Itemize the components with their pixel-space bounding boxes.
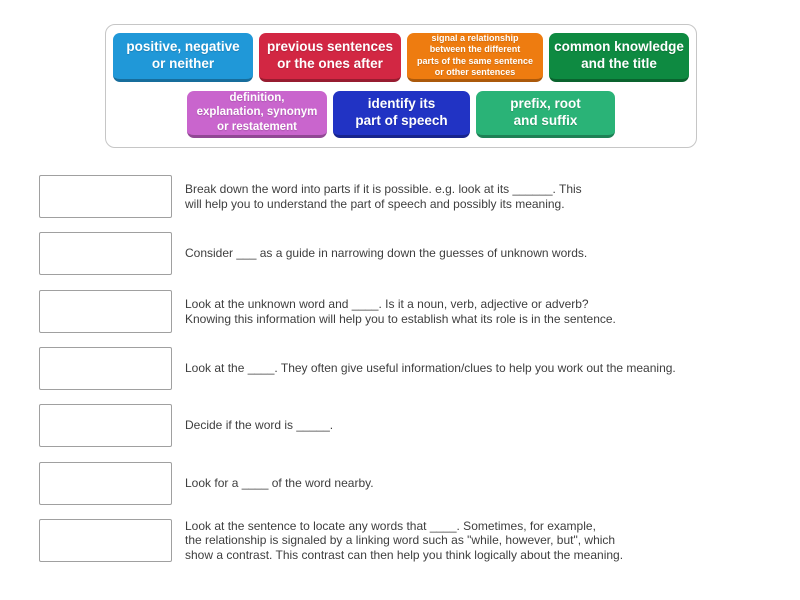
match-row: Consider ___ as a guide in narrowing dow… [39,232,779,275]
answer-chip[interactable]: common knowledge and the title [549,32,689,82]
answer-bank-row-2: definition, explanation, synonym or rest… [112,90,690,138]
answer-chip[interactable]: positive, negative or neither [113,32,253,82]
answer-chip-label: previous sentences or the ones after [266,39,394,71]
prompt-text: Break down the word into parts if it is … [185,182,582,211]
answer-drop-slot[interactable] [39,462,172,505]
answer-chip-label: common knowledge and the title [554,39,684,71]
answer-chip[interactable]: identify its part of speech [333,90,470,138]
answer-chip-label: positive, negative or neither [126,39,240,71]
answer-drop-slot[interactable] [39,175,172,218]
match-row: Look at the sentence to locate any words… [39,519,779,562]
match-row: Look for a ____ of the word nearby. [39,462,779,505]
answer-chip-label: identify its part of speech [355,96,448,128]
prompt-text: Look at the ____. They often give useful… [185,361,676,376]
answer-chip-label: definition, explanation, synonym or rest… [196,92,318,133]
answer-drop-slot[interactable] [39,519,172,562]
prompt-text: Look at the unknown word and ____. Is it… [185,297,616,326]
answer-drop-slot[interactable] [39,347,172,390]
match-row: Decide if the word is _____. [39,404,779,447]
answer-chip[interactable]: signal a relationship between the differ… [407,32,543,82]
answer-bank: positive, negative or neither previous s… [105,24,697,148]
answer-chip[interactable]: prefix, root and suffix [476,90,615,138]
answer-chip[interactable]: definition, explanation, synonym or rest… [187,90,327,138]
prompt-text: Decide if the word is _____. [185,418,334,433]
match-row: Look at the unknown word and ____. Is it… [39,290,779,333]
answer-drop-slot[interactable] [39,232,172,275]
match-row: Look at the ____. They often give useful… [39,347,779,390]
prompt-text: Look at the sentence to locate any words… [185,518,624,562]
prompt-text: Look for a ____ of the word nearby. [185,476,374,491]
answer-chip[interactable]: previous sentences or the ones after [259,32,401,82]
answer-bank-row-1: positive, negative or neither previous s… [112,32,690,82]
answer-chip-label: signal a relationship between the differ… [416,33,534,77]
match-row: Break down the word into parts if it is … [39,175,779,218]
prompt-text: Consider ___ as a guide in narrowing dow… [185,246,588,261]
answer-drop-slot[interactable] [39,404,172,447]
answer-drop-slot[interactable] [39,290,172,333]
answer-chip-label: prefix, root and suffix [510,96,581,128]
